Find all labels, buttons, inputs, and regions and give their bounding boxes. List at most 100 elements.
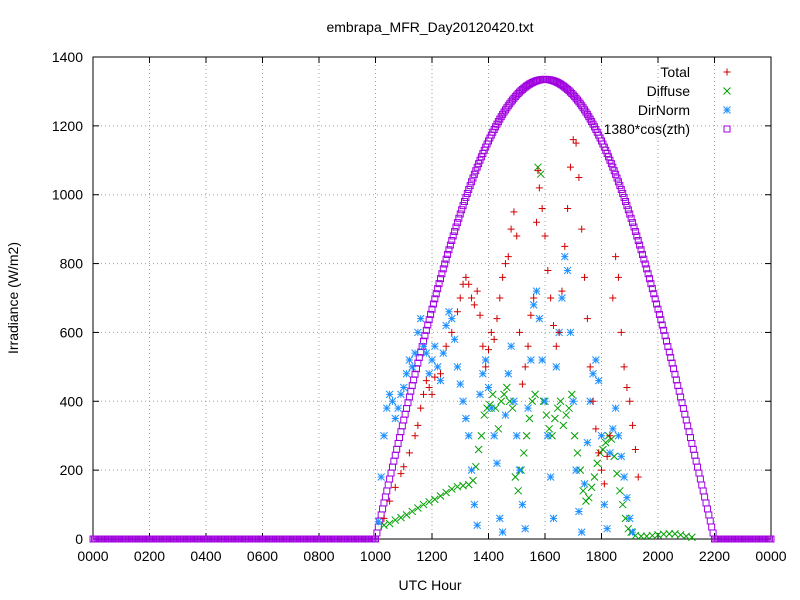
data-point (533, 218, 541, 226)
data-point (459, 397, 467, 406)
data-point (477, 431, 486, 440)
data-point (541, 232, 549, 240)
curve-point (634, 236, 642, 244)
curve-point (434, 285, 442, 293)
curve-point (441, 260, 449, 268)
curve-point (470, 170, 478, 178)
data-point (559, 421, 568, 430)
data-point (563, 266, 572, 275)
curve-point (657, 316, 665, 324)
data-point (478, 369, 487, 378)
curve-point (472, 167, 480, 175)
data-point (586, 363, 594, 371)
data-point (474, 445, 483, 454)
curve-point (616, 182, 624, 190)
curve-point (695, 469, 703, 477)
data-point (420, 390, 428, 398)
data-point (599, 445, 607, 454)
curve-point (410, 376, 418, 384)
data-point (479, 342, 487, 350)
data-point (507, 342, 515, 351)
data-point (623, 493, 631, 502)
curve-point (388, 463, 396, 471)
data-point (514, 486, 523, 495)
data-point (583, 438, 592, 447)
curve-point (702, 499, 710, 507)
data-point (511, 473, 520, 481)
data-point (394, 404, 402, 413)
curve-point (401, 410, 409, 418)
curve-point (458, 206, 466, 214)
data-point (414, 328, 422, 337)
curve-point (386, 475, 394, 483)
data-point (470, 500, 479, 509)
data-point (414, 504, 422, 512)
data-point (618, 500, 627, 509)
curve-point (692, 457, 700, 465)
curve-point (405, 393, 413, 401)
curve-point (689, 445, 697, 453)
data-point (488, 390, 497, 399)
data-point (609, 294, 617, 302)
curve-point (452, 223, 460, 231)
data-point (549, 322, 557, 330)
legend-marker (723, 87, 731, 95)
data-point (541, 397, 549, 406)
data-point (564, 204, 572, 212)
curve-point (451, 227, 459, 235)
data-marks (89, 75, 775, 543)
data-point (385, 519, 394, 528)
data-point (391, 516, 400, 524)
data-point (462, 414, 470, 423)
data-point (388, 397, 397, 406)
x-tick-label: 1800 (586, 548, 617, 564)
data-point (595, 449, 603, 457)
data-point (524, 342, 532, 350)
data-point (422, 349, 431, 357)
curve-point (422, 326, 430, 334)
curve-point (664, 343, 672, 351)
curve-point (696, 475, 704, 483)
curve-point (650, 290, 658, 298)
data-point (408, 363, 417, 371)
y-tick-label: 0 (75, 531, 83, 547)
data-point (482, 363, 490, 371)
data-point (507, 225, 515, 233)
data-point (442, 321, 450, 330)
curve-point (390, 457, 398, 465)
curve-point (698, 481, 706, 489)
data-point (430, 342, 439, 351)
y-tick-label: 1200 (52, 118, 83, 134)
curve-point (708, 523, 716, 531)
curve-point (449, 232, 457, 240)
data-point (518, 380, 526, 388)
curve-point (660, 326, 668, 334)
data-point (591, 356, 600, 364)
data-point (570, 431, 579, 440)
data-point (473, 287, 481, 295)
data-point (476, 390, 484, 399)
curve-point (400, 416, 408, 424)
data-point (628, 528, 637, 536)
data-point (510, 397, 518, 406)
data-point (431, 373, 439, 381)
curve-point (393, 445, 401, 453)
data-point (450, 335, 459, 344)
data-point (565, 404, 573, 413)
curve-point (681, 410, 689, 418)
data-point (380, 514, 388, 522)
data-point (558, 294, 566, 302)
curve-point (424, 321, 432, 329)
data-point (405, 356, 414, 364)
y-tick-label: 400 (60, 393, 84, 409)
curve-point (691, 451, 699, 459)
data-point (587, 483, 596, 492)
data-point (529, 301, 538, 309)
data-point (405, 449, 413, 457)
data-point (584, 493, 593, 502)
curve-point (455, 214, 463, 222)
curve-point (381, 493, 389, 501)
x-tick-label: 0600 (247, 548, 278, 564)
chart-title: embrapa_MFR_Day20120420.txt (326, 19, 533, 35)
curve-point (767, 535, 775, 543)
